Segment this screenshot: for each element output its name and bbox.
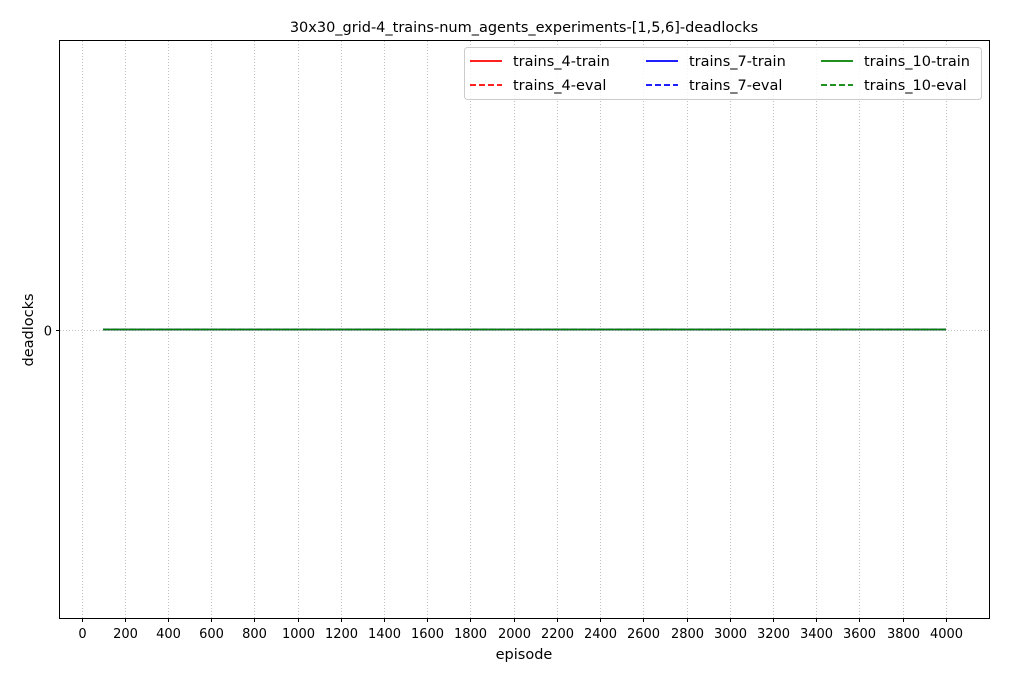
x-tick-label: 1400 [368,627,401,642]
plot-area-frame [59,40,990,619]
x-tick-label: 1200 [325,627,358,642]
x-tick-label: 600 [199,627,224,642]
x-tick-label: 800 [242,627,267,642]
x-tick-label: 0 [78,627,86,642]
x-tick-label: 2200 [541,627,574,642]
x-tick-label: 400 [156,627,181,642]
x-tick-label: 1600 [411,627,444,642]
x-axis-ticks: 0 200 400 600 800 1000 1200 1400 1600 1800 2000 220… [78,618,963,642]
legend-label: trains_4-eval [513,78,606,94]
x-tick-label: 3400 [800,627,833,642]
x-tick-label: 3600 [843,627,876,642]
legend-label: trains_10-train [864,54,970,70]
y-axis-ticks: 0 [44,325,60,340]
x-tick-label: 3200 [757,627,790,642]
y-axis-label: deadlocks [21,293,37,366]
x-tick-label: 200 [113,627,138,642]
x-tick-label: 2800 [671,627,704,642]
x-tick-label: 1800 [454,627,487,642]
legend-label: trains_4-train [513,54,610,70]
y-tick-label: 0 [44,325,52,340]
x-tick-label: 2400 [584,627,617,642]
legend-label: trains_7-train [689,54,786,70]
x-tick-label: 3800 [887,627,920,642]
x-axis-label: episode [496,647,553,663]
x-tick-label: 2000 [498,627,531,642]
chart-title: 30x30_grid-4_trains-num_agents_experimen… [290,20,758,36]
x-tick-label: 1000 [282,627,315,642]
x-tick-label: 4000 [930,627,963,642]
legend: trains_4-train trains_4-eval trains_7-trai… [464,47,982,100]
legend-label: trains_7-eval [689,78,782,94]
x-tick-label: 2600 [627,627,660,642]
x-tick-label: 3000 [714,627,747,642]
legend-label: trains_10-eval [864,78,967,94]
